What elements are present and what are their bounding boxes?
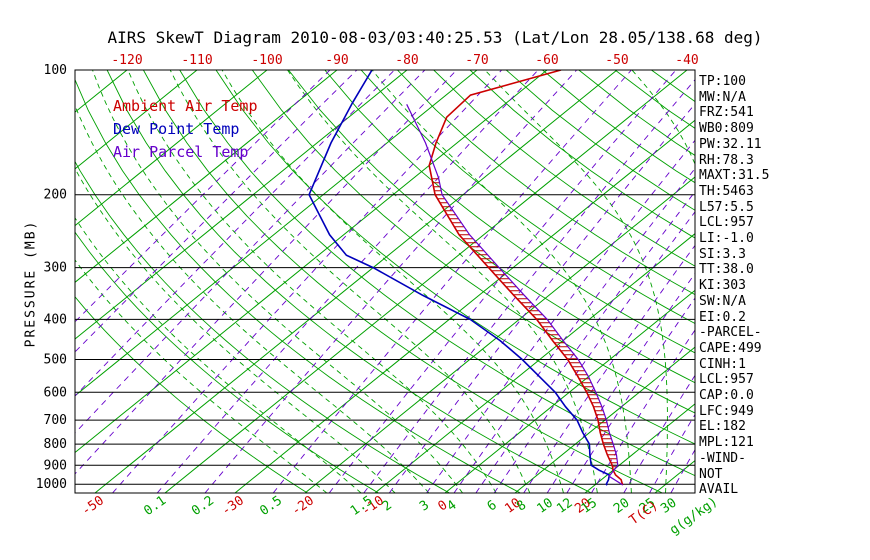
- stats-line: PW:32.11: [699, 136, 762, 152]
- stats-line: CAPE:499: [699, 340, 762, 356]
- plot-frame: [74, 69, 696, 494]
- pressure-tick-label: 700: [44, 413, 67, 428]
- top-axis-tick-label: -120: [111, 53, 142, 68]
- top-axis-tick-label: -100: [251, 53, 282, 68]
- top-axis-tick-label: -110: [181, 53, 212, 68]
- dry-adiabat-lines: [75, 70, 695, 493]
- cape-hatch: [431, 178, 618, 468]
- stats-line: LFC:949: [699, 403, 754, 419]
- stats-line: LCL:957: [699, 215, 754, 231]
- mixing-ratio-tick-label: 30: [658, 495, 679, 516]
- bottom-temp-tick-label: -30: [219, 493, 247, 519]
- stats-line: WB0:809: [699, 121, 754, 137]
- pressure-tick-label: 200: [44, 188, 67, 203]
- mixing-ratio-tick-label: 6: [485, 498, 500, 515]
- top-axis-tick-label: -40: [675, 53, 698, 68]
- stats-line: LCL:957: [699, 372, 754, 388]
- stats-line: MPL:121: [699, 435, 754, 451]
- pressure-tick-label: 500: [44, 353, 67, 368]
- top-axis-tick-label: -70: [465, 53, 488, 68]
- legend-ambient-air-temp: Ambient Air Temp: [113, 97, 258, 115]
- stats-line: NOT: [699, 466, 723, 482]
- pressure-tick-label: 400: [44, 312, 67, 327]
- isotherm-lines: [75, 70, 695, 493]
- legend-dew-point-temp: Dew Point Temp: [113, 120, 240, 138]
- mixing-ratio-tick-label: 15: [579, 495, 600, 516]
- stats-line: KI:303: [699, 278, 746, 294]
- mixing-ratio-tick-label: 3: [417, 498, 432, 515]
- pressure-tick-label: 1000: [36, 477, 67, 492]
- legend: Ambient Air Temp Dew Point Temp Air Parc…: [113, 95, 258, 164]
- mixing-ratio-tick-label: 20: [611, 495, 632, 516]
- top-axis-tick-label: -90: [325, 53, 348, 68]
- bottom-temp-tick-label: 10: [502, 495, 523, 516]
- pressure-tick-label: 100: [44, 63, 67, 78]
- pressure-tick-label: 800: [44, 437, 67, 452]
- chart-title: AIRS SkewT Diagram 2010-08-03/03:40:25.5…: [107, 28, 763, 47]
- stats-line: LI:-1.0: [699, 231, 754, 247]
- pressure-tick-label: 600: [44, 385, 67, 400]
- stats-line: MW:N/A: [699, 89, 746, 105]
- mixing-ratio-tick-label: 0.2: [189, 493, 217, 519]
- stats-line: SW:N/A: [699, 293, 746, 309]
- stats-line: RH:78.3: [699, 152, 754, 168]
- stats-line: TT:38.0: [699, 262, 754, 278]
- stats-line: -PARCEL-: [699, 325, 762, 341]
- stats-line: TH:5463: [699, 183, 754, 199]
- stats-line: MAXT:31.5: [699, 168, 770, 184]
- pressure-tick-label: 300: [44, 261, 67, 276]
- mixing-unit-label: g(g/kg): [667, 494, 720, 538]
- stats-line: -WIND-: [699, 450, 746, 466]
- pressure-tick-label: 900: [44, 458, 67, 473]
- stats-line: TP:100: [699, 74, 746, 89]
- pressure-lines: [75, 70, 695, 485]
- stats-line: L57:5.5: [699, 199, 754, 215]
- mixing-ratio-tick-label: 2: [380, 498, 395, 515]
- top-axis-tick-label: -60: [535, 53, 558, 68]
- legend-air-parcel-temp: Air Parcel Temp: [113, 143, 249, 161]
- stats-line: FRZ:541: [699, 105, 754, 121]
- stats-line: AVAIL: [699, 482, 739, 498]
- top-axis-tick-label: -50: [605, 53, 628, 68]
- stats-line: EI:0.2: [699, 309, 746, 325]
- parcel-profile-line: [406, 104, 624, 486]
- mixing-ratio-lines: [75, 70, 695, 493]
- plot-clip-group: [75, 70, 695, 493]
- mixing-ratio-tick-label: 12: [554, 495, 575, 516]
- moist-adiabat-lines: [75, 70, 695, 493]
- bottom-temp-tick-label: -50: [79, 493, 107, 519]
- mixing-ratio-tick-label: 0.5: [257, 493, 285, 519]
- stats-line: EL:182: [699, 419, 746, 435]
- mixing-ratio-tick-label: 10: [534, 495, 555, 516]
- temp-profile-line: [428, 70, 624, 486]
- stats-line: CINH:1: [699, 356, 746, 372]
- top-axis-tick-label: -80: [395, 53, 418, 68]
- mixing-ratio-tick-label: 25: [637, 495, 658, 516]
- dewpoint-profile-line: [308, 70, 611, 486]
- stats-line: CAP:0.0: [699, 388, 754, 404]
- bottom-temp-tick-label: -20: [289, 493, 317, 519]
- bottom-temp-tick-label: 20: [572, 495, 593, 516]
- stats-line: SI:3.3: [699, 246, 746, 262]
- mixing-ratio-tick-label: 0.1: [141, 493, 169, 519]
- stats-panel: TP:100 MW:N/A FRZ:541 WB0:809 PW:32.11 RH:78.…: [699, 74, 769, 498]
